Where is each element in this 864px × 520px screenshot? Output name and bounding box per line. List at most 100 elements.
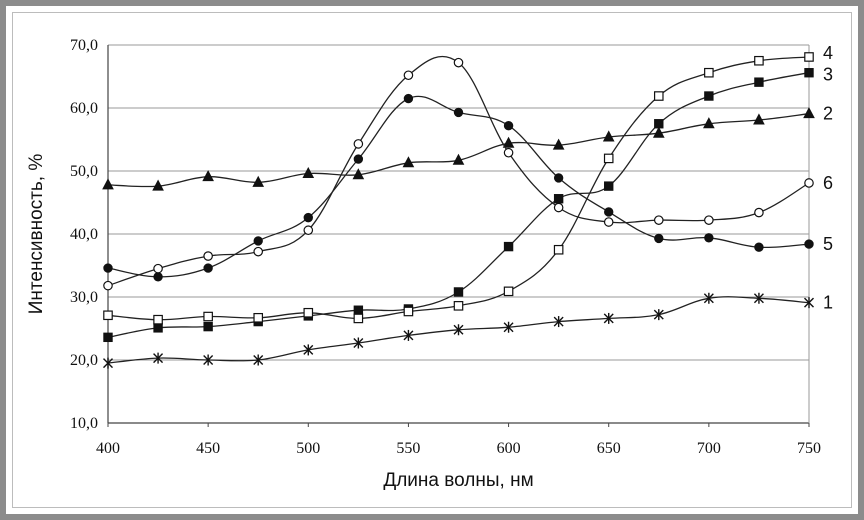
x-tick-label: 750	[797, 440, 821, 457]
data-point	[453, 107, 464, 118]
data-point	[703, 117, 715, 129]
series-labels: 1 2 34 5 6	[823, 43, 833, 313]
data-point	[804, 68, 814, 78]
series-6	[103, 55, 814, 291]
x-tick-label: 450	[196, 440, 220, 457]
data-point	[353, 139, 364, 149]
data-point	[704, 233, 714, 243]
series-3	[103, 68, 814, 343]
data-point	[603, 153, 614, 164]
y-tick-label: 30,0	[70, 289, 98, 306]
data-point	[453, 57, 464, 68]
data-point	[203, 321, 213, 332]
data-point	[804, 239, 814, 249]
series-line	[107, 113, 810, 188]
data-point	[653, 91, 664, 101]
data-point	[604, 207, 614, 217]
data-point	[253, 354, 264, 366]
data-point	[102, 178, 114, 190]
grid-lines	[108, 44, 809, 424]
y-tick-label: 10,0	[70, 415, 98, 432]
data-point	[253, 312, 264, 323]
x-tick-label: 500	[296, 440, 320, 457]
x-tick-label: 650	[597, 440, 621, 457]
data-point	[252, 175, 265, 187]
series-line	[107, 95, 810, 278]
data-point	[103, 280, 113, 291]
x-tick-label: 550	[396, 440, 420, 457]
data-point	[553, 316, 564, 328]
data-point	[103, 310, 113, 321]
data-point	[603, 217, 614, 227]
data-point	[353, 337, 364, 349]
data-point	[652, 126, 665, 138]
data-point	[503, 147, 514, 158]
y-tick-label: 70,0	[70, 37, 98, 54]
data-point	[503, 286, 514, 297]
data-point	[153, 352, 164, 364]
series-4	[103, 52, 814, 325]
series-label: 1	[823, 293, 833, 313]
data-point	[603, 312, 614, 324]
data-point	[303, 212, 313, 223]
series-label: 3	[823, 65, 833, 85]
data-point	[753, 113, 765, 125]
data-point	[403, 70, 414, 81]
data-point	[602, 130, 615, 142]
data-point	[153, 323, 163, 333]
series-2	[102, 107, 815, 191]
data-point	[353, 305, 364, 315]
data-point	[553, 173, 564, 183]
data-point	[503, 120, 514, 131]
x-tick-label: 700	[697, 440, 721, 457]
data-point	[352, 168, 365, 180]
data-point	[353, 313, 364, 324]
data-point	[403, 93, 414, 104]
data-point	[303, 225, 314, 236]
series-line	[107, 56, 810, 321]
data-point	[703, 292, 714, 304]
y-tick-label: 40,0	[70, 226, 98, 243]
data-point	[503, 321, 514, 333]
data-point	[803, 107, 815, 119]
data-point	[804, 52, 814, 62]
series-label: 4	[823, 43, 833, 63]
data-point	[754, 55, 764, 66]
data-point	[654, 233, 664, 244]
x-tick-label: 600	[497, 440, 521, 457]
data-point	[353, 154, 364, 164]
data-point	[754, 207, 764, 218]
data-point	[604, 181, 614, 191]
data-point	[153, 263, 163, 274]
series-label: 5	[823, 234, 833, 254]
data-point	[403, 306, 414, 317]
data-point	[402, 156, 415, 168]
y-tick-labels: 10,0 20,0 30,0 40,0 50,0 60,0 70,0	[70, 37, 98, 432]
data-point	[303, 307, 314, 318]
data-point	[704, 91, 714, 101]
chart-frame-inner	[12, 12, 852, 508]
data-point	[202, 170, 214, 182]
data-point	[453, 324, 464, 336]
y-axis-title: Интенсивность, %	[26, 154, 47, 315]
data-point	[753, 292, 764, 304]
series-5	[103, 93, 814, 282]
data-point	[403, 329, 414, 341]
data-point	[203, 354, 214, 366]
data-point	[653, 215, 664, 225]
data-point	[153, 272, 163, 282]
data-point	[152, 179, 164, 191]
data-point	[153, 314, 163, 325]
data-point	[452, 153, 465, 165]
data-point	[553, 244, 564, 255]
data-point	[553, 194, 564, 204]
y-tick-label: 20,0	[70, 352, 98, 369]
data-point	[552, 138, 565, 150]
data-point	[303, 344, 314, 356]
data-point	[653, 309, 664, 321]
data-point	[502, 136, 515, 148]
data-point	[302, 166, 315, 179]
data-point	[103, 357, 113, 369]
